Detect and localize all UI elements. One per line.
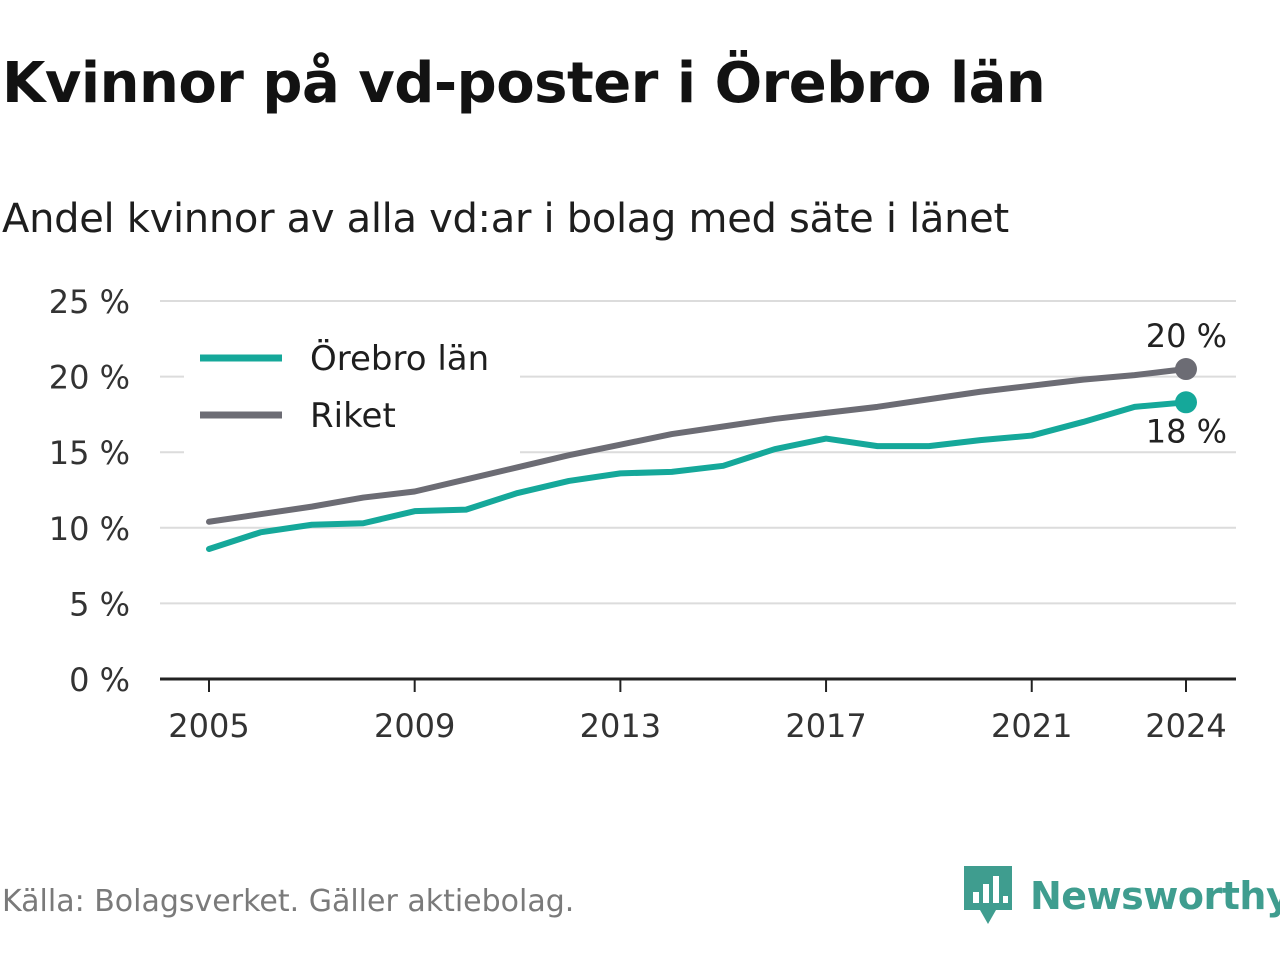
series-end-marker: [1175, 391, 1197, 414]
series-end-label: 20 %: [1146, 317, 1227, 355]
x-tick-label: 2013: [580, 707, 661, 745]
y-tick-label: 0 %: [69, 661, 130, 699]
series-line-riket: [206, 366, 1189, 525]
legend-background: [184, 330, 520, 454]
line-chart: 0 % 5 % 10 % 15 % 20 % 25 % 2005 2009 2013 2017 20…: [49, 283, 1236, 745]
brand-name: Newsworthy: [1030, 874, 1280, 918]
x-tick-label: 2024: [1145, 707, 1226, 745]
x-tick-label: 2021: [991, 707, 1072, 745]
y-tick-label: 5 %: [69, 585, 130, 623]
legend-label: Örebro län: [310, 338, 489, 379]
chart-subtitle: Andel kvinnor av alla vd:ar i bolag med …: [2, 196, 1009, 242]
series-end-label: 18 %: [1146, 412, 1227, 450]
y-tick-label: 20 %: [49, 359, 130, 397]
x-tick-label: 2005: [168, 707, 249, 745]
newsworthy-logo-icon: [964, 866, 1012, 924]
source-note: Källa: Bolagsverket. Gäller aktiebolag.: [2, 884, 575, 919]
y-tick-label: 25 %: [49, 283, 130, 321]
chart-title: Kvinnor på vd-poster i Örebro län: [2, 51, 1046, 116]
brand: Newsworthy: [964, 864, 1280, 928]
series-line--rebro-l-n: [206, 399, 1189, 552]
legend-label: Riket: [310, 396, 396, 436]
y-tick-label: 15 %: [49, 434, 130, 472]
x-tick-label: 2009: [374, 707, 455, 745]
x-tick-label: 2017: [785, 707, 866, 745]
series-end-marker: [1175, 358, 1197, 381]
y-tick-label: 10 %: [49, 510, 130, 548]
